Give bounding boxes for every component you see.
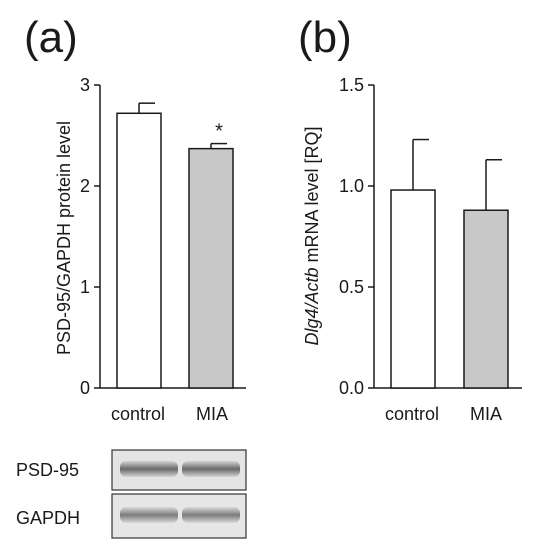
blot-label-gapdh: GAPDH xyxy=(16,508,80,528)
panel-1-bar-mia xyxy=(463,209,509,389)
panel-1-y-tick-label: 1.5 xyxy=(339,75,364,95)
panel-1-bar-control xyxy=(390,189,436,389)
panel-0-bar-mia xyxy=(188,147,234,389)
panel-a-label: (a) xyxy=(24,13,78,62)
panel-b-x-label-mia: MIA xyxy=(470,404,502,424)
panel-a-y-axis-title: PSD-95/GAPDH protein level xyxy=(54,121,74,355)
panel-b-y-axis-title-gene: Dlg4/Actb xyxy=(302,267,322,345)
panel-0-y-tick-label: 2 xyxy=(80,176,90,196)
panel-0-bar-control xyxy=(116,112,162,389)
panel-1-y-tick-label: 0.0 xyxy=(339,378,364,398)
panel-b-y-axis-title: Dlg4/Actb mRNA level [RQ] xyxy=(302,126,322,345)
blot-label-psd95: PSD-95 xyxy=(16,460,79,480)
panel-b: (b) Dlg4/Actb mRNA level [RQ] 0.0 0.5 1.0 1… xyxy=(298,13,522,424)
panel-0-significance-marker: * xyxy=(215,121,223,143)
panel-b-label: (b) xyxy=(298,13,352,62)
panel-a-plot: 0 1 2 3 * xyxy=(80,75,246,398)
blot-band-psd95-mia xyxy=(182,461,240,477)
panel-a-x-label-control: control xyxy=(111,404,165,424)
panel-1-y-tick-label: 1.0 xyxy=(339,176,364,196)
blot-band-gapdh-control xyxy=(120,507,178,523)
panel-b-plot: 0.0 0.5 1.0 1.5 xyxy=(339,75,522,398)
panel-0-y-tick-label: 0 xyxy=(80,378,90,398)
panel-b-x-label-control: control xyxy=(385,404,439,424)
panel-0-y-tick-label: 3 xyxy=(80,75,90,95)
western-blot: PSD-95 GAPDH xyxy=(16,449,247,539)
panel-0-y-tick-label: 1 xyxy=(80,277,90,297)
blot-band-gapdh-mia xyxy=(182,507,240,523)
panel-a-x-label-mia: MIA xyxy=(196,404,228,424)
panel-1-y-tick-label: 0.5 xyxy=(339,277,364,297)
panel-b-y-axis-title-rest: mRNA level [RQ] xyxy=(302,126,322,267)
blot-band-psd95-control xyxy=(120,461,178,477)
panel-a: (a) PSD-95/GAPDH protein level 0 1 2 3 * con… xyxy=(24,13,246,424)
